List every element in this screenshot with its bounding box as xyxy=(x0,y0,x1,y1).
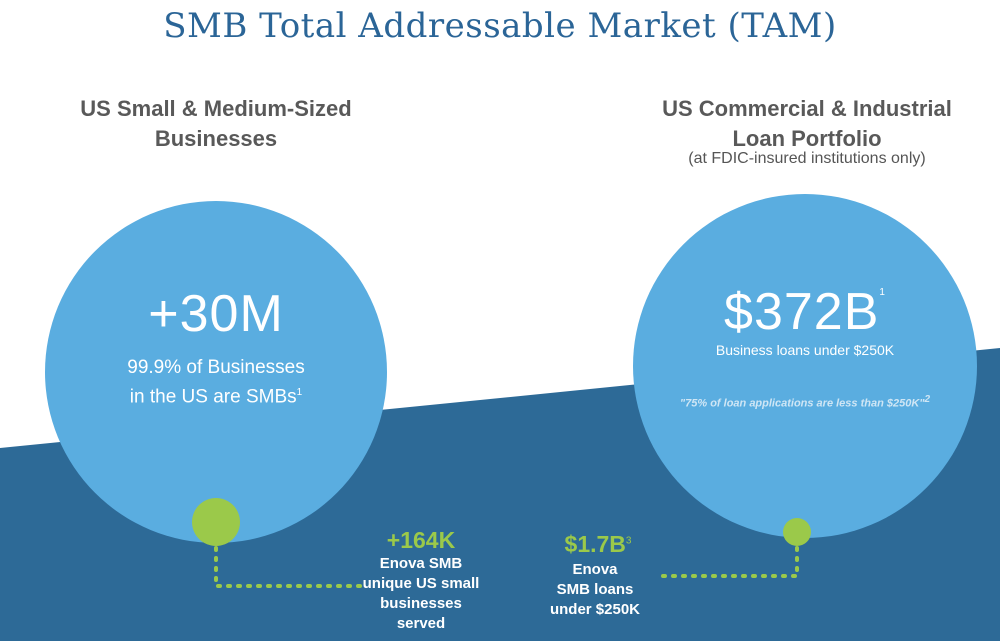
left-callout-line4: served xyxy=(396,615,446,632)
right-heading-line2: Loan Portfolio xyxy=(732,126,882,151)
left-description-footnote: 1 xyxy=(296,387,303,398)
left-callout-line3: businesses xyxy=(380,595,462,612)
right-dotted-connector xyxy=(653,546,799,578)
left-big-value: +30M xyxy=(148,285,284,343)
left-heading-line1: US Small & Medium-Sized xyxy=(80,96,352,121)
right-description: Business loans under $250K xyxy=(715,342,895,358)
left-callout-line1: Enova SMB xyxy=(379,555,463,572)
left-heading: US Small & Medium-Sized Businesses xyxy=(16,94,416,154)
right-big-value-wrap: $372B1 xyxy=(655,282,955,342)
right-callout-value-wrap: $1.7B3 xyxy=(548,531,648,558)
right-callout-text: Enova SMB loans under $250K xyxy=(540,560,650,620)
right-callout-value: $1.7B xyxy=(564,531,626,557)
right-heading: US Commercial & Industrial Loan Portfoli… xyxy=(597,94,1000,154)
right-quote: "75% of loan applications are less than … xyxy=(679,397,925,410)
right-heading-line1: US Commercial & Industrial xyxy=(662,96,952,121)
left-callout-line2: unique US small xyxy=(362,575,480,592)
right-callout-line3: under $250K xyxy=(549,601,641,618)
left-description-line2: in the US are SMBs1 xyxy=(66,380,366,409)
left-description: 99.9% of Businesses in the US are SMBs1 xyxy=(66,355,366,409)
right-big-footnote: 1 xyxy=(879,287,886,298)
page-title: SMB Total Addressable Market (TAM) xyxy=(163,6,837,46)
right-callout-line1: Enova xyxy=(572,561,618,578)
right-quote-wrap: "75% of loan applications are less than … xyxy=(615,394,995,410)
left-callout-value: +164K xyxy=(386,527,456,553)
left-heading-line2: Businesses xyxy=(154,126,278,151)
left-large-circle xyxy=(45,201,387,543)
right-big-value: $372B xyxy=(724,283,880,341)
left-callout-text: Enova SMB unique US small businesses ser… xyxy=(344,554,498,634)
right-callout-footnote: 3 xyxy=(625,535,632,547)
left-description-line1: 99.9% of Businesses xyxy=(127,357,305,378)
left-dotted-connector xyxy=(214,546,366,588)
right-small-circle xyxy=(783,518,811,546)
right-callout-line2: SMB loans xyxy=(556,581,634,598)
left-description-line2-text: in the US are SMBs xyxy=(129,386,297,408)
right-quote-footnote: 2 xyxy=(924,394,931,405)
right-large-circle xyxy=(633,194,977,538)
left-small-circle xyxy=(192,498,240,546)
right-subheading: (at FDIC-insured institutions only) xyxy=(688,150,926,167)
